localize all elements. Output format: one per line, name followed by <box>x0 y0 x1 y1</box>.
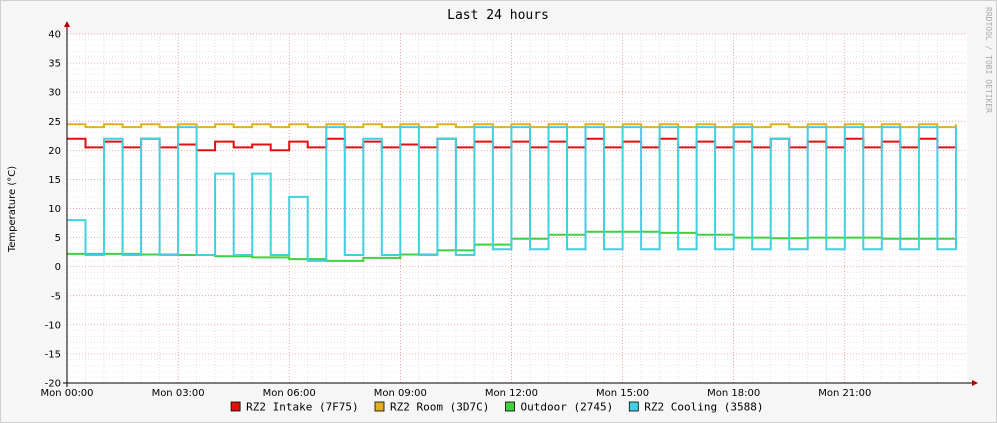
legend-label-rz2-cooling-3588: RZ2 Cooling (3588) <box>644 401 763 414</box>
legend-swatch-rz2-room-3d7c <box>374 401 385 412</box>
series-line-rz2-room-3d7c <box>67 123 957 129</box>
y-tick-label: 35 <box>48 59 61 70</box>
x-axis-arrow <box>972 380 978 386</box>
y-tick-label: 20 <box>48 146 61 157</box>
y-tick-label: -20 <box>45 379 61 390</box>
y-tick-label: 5 <box>55 233 61 244</box>
x-tick-label: Mon 09:00 <box>374 388 427 399</box>
grid <box>66 33 967 384</box>
legend-label-rz2-intake-7f75: RZ2 Intake (7F75) <box>246 401 359 414</box>
y-tick-label: 30 <box>48 88 61 99</box>
x-tick-label: Mon 18:00 <box>707 388 760 399</box>
x-tick-label: Mon 12:00 <box>485 388 538 399</box>
chart-title: Last 24 hours <box>447 8 549 23</box>
y-tick-label: -5 <box>51 291 61 302</box>
y-axis-label: Temperature (°C) <box>7 166 18 253</box>
x-tick-label: Mon 06:00 <box>263 388 316 399</box>
x-tick-label: Mon 21:00 <box>818 388 871 399</box>
legend-label-outdoor-2745: Outdoor (2745) <box>521 401 614 414</box>
legend-swatch-rz2-intake-7f75 <box>230 401 241 412</box>
y-tick-label: 10 <box>48 204 61 215</box>
legend-swatch-outdoor-2745 <box>505 401 515 412</box>
watermark-text: RRDTOOL / TOBI OETIKER <box>984 7 993 113</box>
x-tick-label: Mon 00:00 <box>40 388 93 399</box>
y-tick-label: -10 <box>45 320 61 331</box>
legend-label-rz2-room-3d7c: RZ2 Room (3D7C) <box>390 401 489 414</box>
x-tick-label: Mon 03:00 <box>152 388 205 399</box>
y-tick-label: 25 <box>48 117 61 128</box>
y-tick-label: -15 <box>45 349 61 360</box>
y-tick-label: 15 <box>48 175 61 186</box>
series-layer <box>67 123 957 262</box>
series-line-rz2-cooling-3588 <box>67 126 957 262</box>
y-tick-label: 40 <box>48 30 61 41</box>
y-axis-arrow <box>64 21 70 27</box>
y-tick-label: 0 <box>55 262 61 273</box>
legend: RZ2 Intake (7F75) RZ2 Room (3D7C) Outdoor … <box>230 401 764 414</box>
legend-swatch-rz2-cooling-3588 <box>628 401 639 412</box>
x-tick-label: Mon 15:00 <box>596 388 649 399</box>
